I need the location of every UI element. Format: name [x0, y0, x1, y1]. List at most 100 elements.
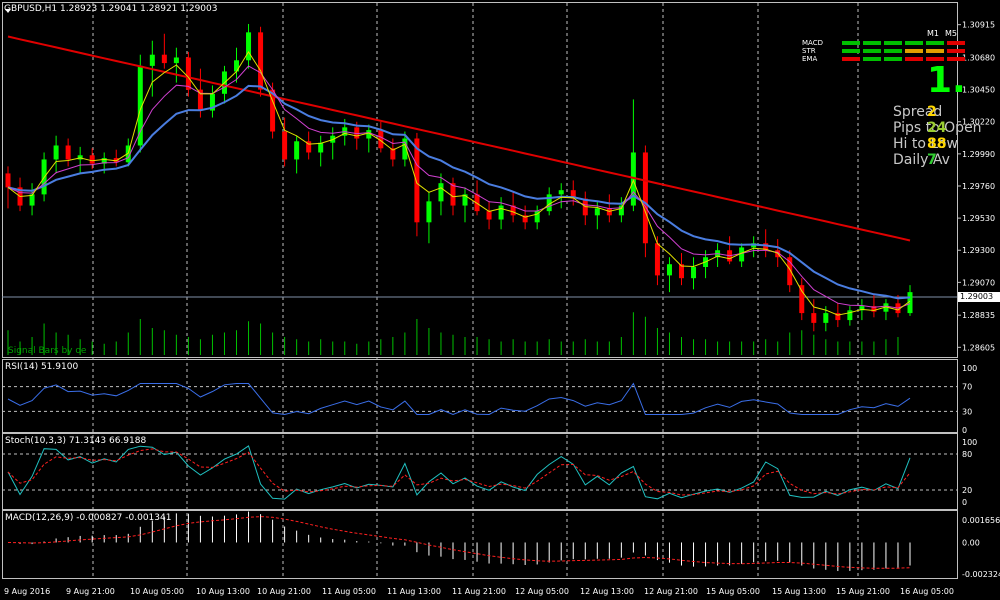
info-row: Hi to Low 88 — [893, 136, 958, 152]
candle-body — [522, 215, 528, 223]
time-axis-label: 11 Aug 21:00 — [452, 587, 506, 596]
time-axis-label: 15 Aug 13:00 — [772, 587, 826, 596]
time-axis-label: 12 Aug 13:00 — [580, 587, 634, 596]
candle-body — [654, 243, 660, 276]
indicator-cell — [926, 49, 944, 53]
candle-body — [173, 57, 179, 64]
candle-body — [306, 141, 312, 153]
price-axis-label: 1.30450 — [962, 86, 995, 95]
indicator-cell — [842, 49, 860, 53]
timeframe-m5: M5 — [945, 29, 957, 38]
indicator-row-label: MACD — [802, 39, 823, 47]
candle-body — [666, 264, 672, 276]
rsi-axis-label: 100 — [962, 364, 977, 373]
candle-body — [678, 264, 684, 279]
candle-body — [234, 60, 240, 72]
candle-body — [642, 152, 648, 244]
info-label: Hi to Low — [893, 136, 958, 152]
indicator-row-str: STR — [802, 47, 968, 55]
candle-body — [835, 313, 841, 321]
candle-body — [847, 310, 853, 321]
time-axis-label: 9 Aug 2016 — [4, 587, 50, 596]
price-axis-label: 1.29070 — [962, 278, 995, 287]
price-axis-label: 1.29300 — [962, 246, 995, 255]
rsi-axis-label: 30 — [962, 407, 972, 416]
indicator-cell — [947, 57, 965, 61]
price-axis-label: 1.30680 — [962, 53, 995, 62]
rsi-axis-label: 70 — [962, 383, 972, 392]
candle-body — [209, 93, 215, 111]
indicator-cell — [863, 49, 881, 53]
stoch-axis-label: 0 — [962, 498, 967, 507]
signal-bars-label: Signal Bars by oe — [8, 346, 87, 356]
candle-body — [5, 173, 11, 188]
info-row: Spread 2 — [893, 104, 942, 120]
candle-body — [462, 194, 468, 206]
candle-body — [570, 190, 576, 199]
time-axis-label: 15 Aug 21:00 — [836, 587, 890, 596]
candle-body — [871, 306, 877, 312]
candle-body — [161, 54, 167, 64]
macd-title: MACD(12,26,9) -0.000827 -0.001341 — [5, 513, 172, 523]
candle-body — [29, 194, 35, 206]
stoch-title: Stoch(10,3,3) 71.3143 66.9188 — [5, 436, 147, 446]
time-axis-label: 15 Aug 05:00 — [706, 587, 760, 596]
candle-body — [185, 57, 191, 90]
candle-body — [787, 257, 793, 286]
candle-body — [558, 190, 564, 195]
candle-body — [366, 130, 372, 139]
candle-body — [318, 142, 324, 153]
candle-body — [811, 313, 817, 323]
time-axis-label: 12 Aug 21:00 — [644, 587, 698, 596]
indicator-cell — [884, 49, 902, 53]
candle-body — [426, 201, 432, 223]
price-axis-label: 1.28835 — [962, 311, 995, 320]
time-axis-label: 10 Aug 05:00 — [130, 587, 184, 596]
candle-body — [414, 138, 420, 223]
info-row: Pips to Open 24 — [893, 120, 982, 136]
info-value: 24 — [927, 120, 947, 136]
candle-body — [390, 148, 396, 160]
current-price-tag: 1.29003 — [958, 292, 1000, 302]
ma-magenta-line — [7, 65, 911, 309]
rsi-line — [7, 382, 911, 416]
candle-body — [438, 183, 444, 202]
panel-frame — [2, 433, 958, 510]
macd-axis-label: 0.00 — [962, 538, 980, 547]
info-row: Daily Av 7 — [893, 152, 950, 168]
time-axis-label: 11 Aug 05:00 — [322, 587, 376, 596]
timeframe-m1: M1 — [927, 29, 939, 38]
info-label: Daily Av — [893, 152, 950, 168]
panel-frame — [2, 2, 958, 358]
candle-body — [630, 152, 636, 206]
indicator-cell — [947, 49, 965, 53]
candle-body — [65, 145, 71, 160]
candle-body — [378, 130, 384, 149]
menu-triangle-icon — [5, 9, 11, 13]
time-axis-label: 12 Aug 05:00 — [515, 587, 569, 596]
candle-body — [859, 306, 865, 311]
ma-yellow-line — [7, 50, 911, 316]
indicator-cell — [884, 41, 902, 45]
candle-body — [618, 205, 624, 216]
stoch-axis-label: 20 — [962, 486, 972, 495]
candle-body — [125, 145, 131, 163]
time-axis-label: 10 Aug 21:00 — [257, 587, 311, 596]
indicator-cell — [905, 57, 923, 61]
rsi-title: RSI(14) 51.9100 — [5, 362, 79, 372]
ema-long-line — [7, 35, 911, 242]
candle-body — [534, 211, 540, 223]
indicator-cell — [842, 57, 860, 61]
candle-body — [594, 208, 600, 216]
indicator-row-label: STR — [802, 47, 816, 55]
candle-body — [137, 65, 143, 146]
price-axis-label: 1.29990 — [962, 150, 995, 159]
candle-body — [258, 32, 264, 90]
info-value: 88 — [927, 136, 947, 152]
info-value: 2 — [927, 104, 937, 120]
ma-blue-line — [7, 84, 911, 300]
stoch-axis-label: 80 — [962, 450, 972, 459]
indicator-cell — [926, 57, 944, 61]
candle-body — [53, 145, 59, 160]
